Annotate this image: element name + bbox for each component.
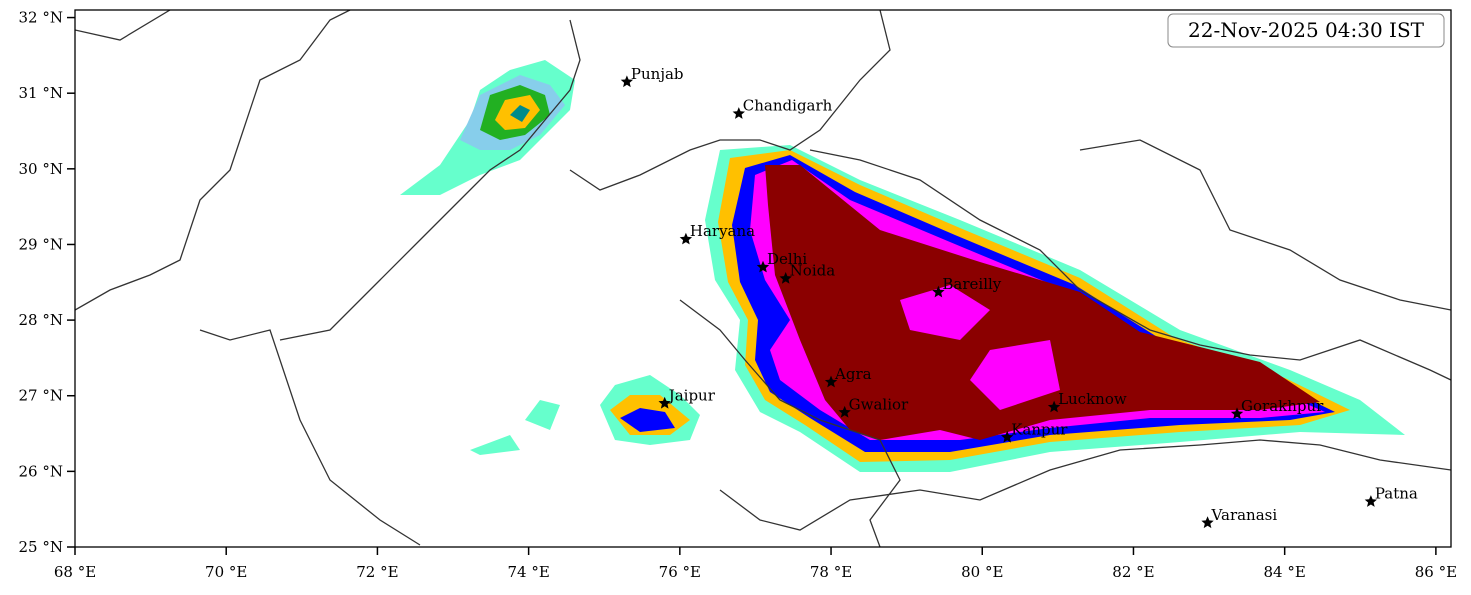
city-label: Patna bbox=[1375, 485, 1418, 503]
echo-blue bbox=[620, 408, 675, 432]
border bbox=[1079, 139, 1451, 311]
border bbox=[75, 10, 351, 311]
border bbox=[719, 439, 1451, 531]
y-tick-label: 32 °N bbox=[19, 9, 63, 27]
city-label: Jaipur bbox=[667, 386, 716, 404]
city-label: Gwalior bbox=[849, 395, 909, 413]
city-label: Kanpur bbox=[1011, 420, 1068, 438]
city-marker bbox=[779, 272, 792, 284]
y-tick-label: 27 °N bbox=[19, 387, 63, 405]
x-tick-label: 84 °E bbox=[1264, 563, 1306, 581]
city-label: Noida bbox=[790, 262, 836, 280]
city-marker bbox=[824, 375, 838, 388]
x-tick-label: 82 °E bbox=[1112, 563, 1154, 581]
borders bbox=[75, 10, 1451, 547]
y-tick-label: 26 °N bbox=[19, 462, 63, 480]
x-tick-label: 78 °E bbox=[810, 563, 852, 581]
x-tick-label: 80 °E bbox=[961, 563, 1003, 581]
city-marker bbox=[932, 285, 945, 298]
city-marker bbox=[838, 405, 851, 418]
city-label: Lucknow bbox=[1058, 390, 1127, 408]
border bbox=[679, 299, 901, 547]
echo-magenta bbox=[970, 340, 1060, 410]
y-tick-label: 30 °N bbox=[19, 160, 63, 178]
plot-frame bbox=[74, 9, 1452, 548]
city-label: Haryana bbox=[690, 222, 755, 240]
x-tick-label: 70 °E bbox=[205, 563, 247, 581]
city-marker bbox=[620, 75, 634, 88]
border bbox=[809, 149, 1451, 381]
radar-layer bbox=[400, 60, 1405, 472]
city-marker bbox=[1047, 400, 1061, 413]
border bbox=[75, 10, 581, 341]
x-tick-label: 72 °E bbox=[356, 563, 398, 581]
city-marker bbox=[756, 260, 770, 273]
city-label: Bareilly bbox=[942, 275, 1001, 293]
city-marker bbox=[1001, 430, 1014, 443]
city-marker bbox=[732, 107, 745, 119]
y-tick-label: 29 °N bbox=[19, 235, 63, 253]
y-tick-label: 28 °N bbox=[19, 311, 63, 329]
echo-maroon bbox=[765, 165, 1320, 440]
y-tick-label: 31 °N bbox=[19, 84, 63, 102]
x-tick-label: 68 °E bbox=[54, 563, 96, 581]
city-marker bbox=[679, 232, 693, 245]
city-marker bbox=[658, 396, 671, 409]
x-tick-label: 86 °E bbox=[1415, 563, 1457, 581]
border bbox=[199, 329, 421, 546]
echo-cyan bbox=[470, 435, 520, 455]
border bbox=[569, 10, 891, 191]
echo-magenta bbox=[900, 285, 990, 340]
city-marker bbox=[1364, 495, 1377, 507]
x-tick-label: 74 °E bbox=[507, 563, 549, 581]
city-label: Punjab bbox=[631, 65, 684, 83]
timestamp-box bbox=[1167, 13, 1445, 48]
city-marker bbox=[1201, 516, 1214, 529]
x-tick-label: 76 °E bbox=[659, 563, 701, 581]
timestamp: 22-Nov-2025 04:30 IST bbox=[1188, 18, 1425, 42]
city-label: Chandigarh bbox=[743, 97, 833, 115]
y-tick-label: 25 °N bbox=[19, 538, 63, 556]
city-label: Varanasi bbox=[1211, 506, 1278, 524]
echo-cyan bbox=[525, 400, 560, 430]
city-label: Gorakhpur bbox=[1241, 397, 1324, 415]
echo-teal bbox=[510, 105, 530, 122]
city-label: Agra bbox=[834, 365, 872, 383]
city-marker bbox=[1230, 407, 1244, 420]
city-label: Delhi bbox=[767, 250, 807, 268]
